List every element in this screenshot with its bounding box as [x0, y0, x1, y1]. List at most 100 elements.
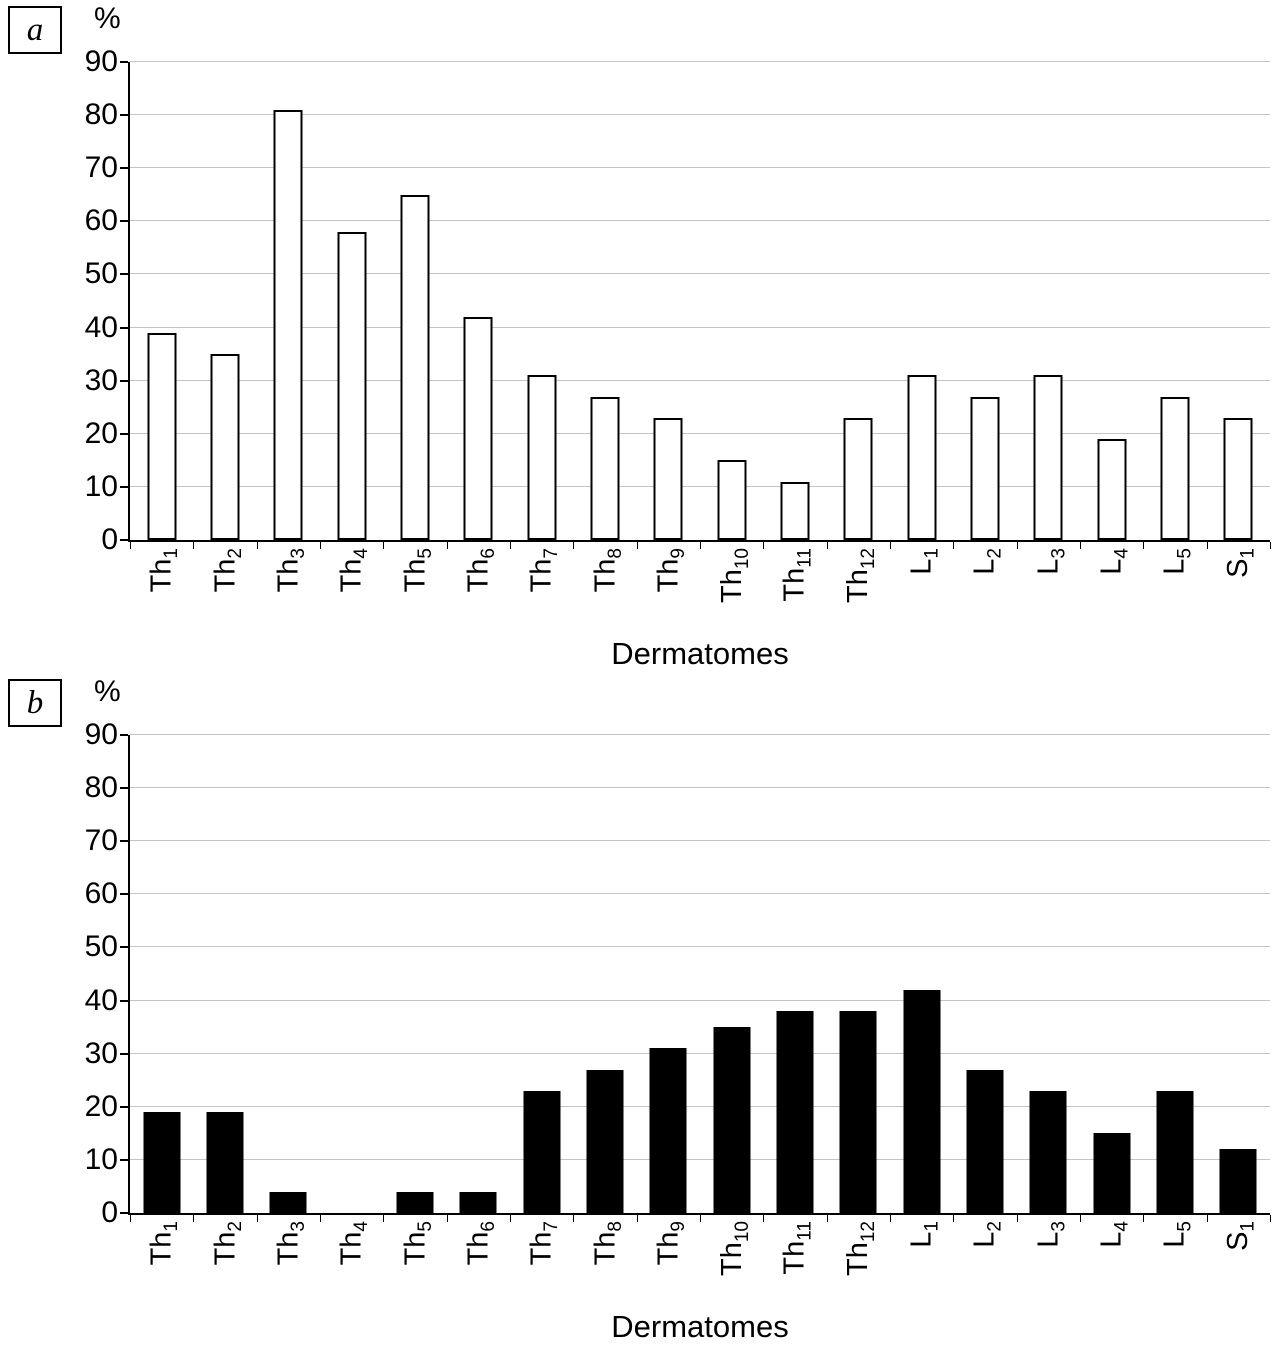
- x-tick-label-Th1: Th1: [145, 548, 183, 593]
- x-tick-label-S1: S1: [1222, 548, 1260, 578]
- x-tick-label-Th5: Th5: [398, 548, 436, 593]
- x-tick-label-L1: L1: [905, 548, 943, 575]
- plot-area: [120, 734, 1271, 1222]
- x-tick-mark: [700, 1215, 701, 1222]
- gridline: [130, 946, 1270, 948]
- x-tick-label-Th4: Th4: [335, 1221, 373, 1266]
- x-tick-label-Th7: Th7: [525, 548, 563, 593]
- bar-Th7: [523, 1090, 561, 1213]
- x-tick-mark: [826, 1215, 828, 1222]
- x-label-slot: Th7: [510, 1215, 573, 1307]
- x-label-slot: Th11: [763, 1215, 826, 1307]
- plot-row: 0 10 20 30 40 50 60 70 80 90: [72, 720, 1271, 1228]
- y-tick-mark: [120, 893, 128, 896]
- x-tick-mark: [256, 542, 258, 549]
- x-label-slot: Th8: [573, 1215, 636, 1307]
- x-tick-label-L3: L3: [1032, 548, 1070, 575]
- bar-L4: [1093, 1133, 1131, 1213]
- y-tick-mark: [120, 61, 128, 63]
- x-tick-mark: [636, 1215, 638, 1222]
- plot-area: [120, 61, 1271, 549]
- bar-slot: [953, 735, 1016, 1213]
- y-tick-mark: [120, 734, 128, 736]
- gridline: [130, 1052, 1270, 1054]
- x-tick-label-Th11: Th11: [778, 548, 816, 602]
- x-label-slot: Th5: [383, 542, 446, 634]
- y-tick-label: 80: [84, 98, 118, 132]
- y-tick-label: 80: [84, 771, 118, 805]
- x-label-slot: Th3: [257, 542, 320, 634]
- x-tick-mark: [510, 1215, 511, 1222]
- bar-slot: [257, 62, 320, 540]
- bar-Th7: [527, 375, 557, 540]
- x-tick-mark: [826, 542, 828, 549]
- x-axis-title-a: Dermatomes: [611, 636, 789, 671]
- bar-slot: [890, 62, 953, 540]
- y-tick-mark: [120, 1105, 128, 1108]
- y-tick-mark: [120, 1052, 128, 1055]
- bar-L4: [1097, 439, 1127, 540]
- x-tick-mark: [890, 542, 891, 549]
- y-tick-mark: [120, 326, 128, 329]
- bar-L2: [966, 1069, 1004, 1213]
- x-tick-mark: [953, 1215, 955, 1222]
- x-tick-label-Th10: Th10: [715, 1221, 753, 1276]
- x-label-slot: Th9: [637, 542, 700, 634]
- y-tick-label: 30: [84, 363, 118, 397]
- bar-slot: [1017, 735, 1080, 1213]
- bar-Th10: [717, 460, 747, 540]
- bar-slot: [1080, 62, 1143, 540]
- bar-slot: [763, 735, 826, 1213]
- x-tick-mark: [1206, 1215, 1208, 1222]
- x-tick-mark: [573, 542, 575, 549]
- panel-label-a: a: [8, 6, 62, 54]
- x-tick-mark: [320, 542, 321, 549]
- y-tick-mark: [120, 114, 128, 117]
- x-tick-mark: [256, 1215, 258, 1222]
- x-tick-mark: [890, 1215, 891, 1222]
- x-label-slot: Th1: [130, 1215, 193, 1307]
- bar-slot: [447, 735, 510, 1213]
- y-tick-mark: [120, 539, 128, 541]
- x-tick-label-Th9: Th9: [652, 548, 690, 593]
- y-tick-label: 90: [84, 718, 118, 751]
- panel-label-b: b: [8, 679, 62, 727]
- bar-slot: [700, 62, 763, 540]
- x-tick-mark: [1206, 542, 1208, 549]
- y-tick-label: 50: [84, 257, 118, 291]
- bar-slot: [637, 62, 700, 540]
- bar-L3: [1029, 1090, 1067, 1213]
- gridline: [130, 893, 1270, 895]
- bar-Th6: [463, 316, 493, 540]
- x-tick-mark: [1270, 542, 1271, 549]
- x-tick-label-Th8: Th8: [588, 548, 626, 593]
- gridline: [130, 840, 1270, 842]
- bar-slot: [320, 62, 383, 540]
- x-label-slot: Th7: [510, 542, 573, 634]
- x-label-slot: L2: [953, 542, 1016, 634]
- y-tick-label: 60: [84, 204, 118, 238]
- bar-Th5: [396, 1191, 434, 1213]
- bar-Th6: [459, 1191, 497, 1213]
- bar-Th11: [776, 1011, 814, 1213]
- x-tick-mark: [953, 542, 955, 549]
- x-tick-mark: [1016, 1215, 1018, 1222]
- gridline: [130, 734, 1270, 735]
- x-tick-mark: [193, 1215, 195, 1222]
- x-axis-title-b: Dermatomes: [611, 1309, 789, 1344]
- bar-slot: [320, 735, 383, 1213]
- x-axis-labels: Th1 Th2 Th3 Th4 Th5 Th6 Th7 Th8 Th9 Th10 Th11 Th12 L…: [130, 1215, 1270, 1307]
- y-tick-label: 70: [84, 824, 118, 858]
- gridline: [130, 61, 1270, 62]
- bar-Th8: [590, 396, 620, 540]
- y-tick-label: 50: [84, 930, 118, 964]
- gridline: [130, 432, 1270, 434]
- gridline: [130, 787, 1270, 789]
- x-label-slot: Th5: [383, 1215, 446, 1307]
- x-tick-label-Th4: Th4: [335, 548, 373, 593]
- bar-slot: [383, 62, 446, 540]
- y-tick-mark: [120, 379, 128, 382]
- x-tick-mark: [446, 542, 448, 549]
- bar-L5: [1160, 396, 1190, 540]
